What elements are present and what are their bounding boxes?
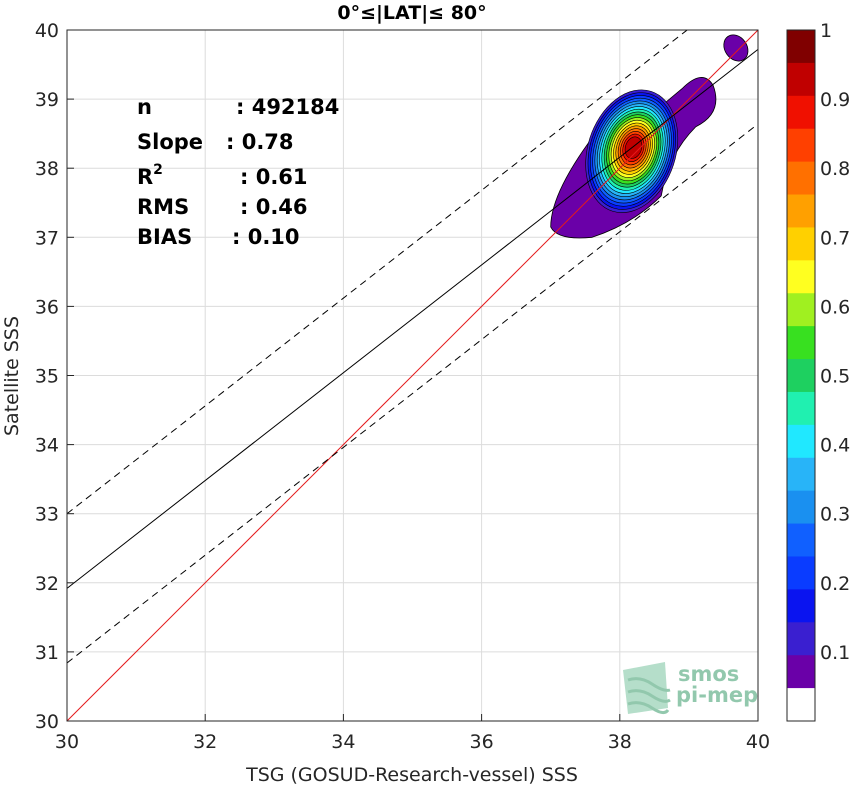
upper-bound-line bbox=[67, 30, 688, 515]
y-tick-label: 40 bbox=[35, 20, 59, 42]
stat-label-bias: BIAS bbox=[137, 225, 192, 249]
colorbar-tick-label: 0.6 bbox=[820, 296, 850, 318]
density-contours bbox=[550, 34, 749, 239]
y-tick-label: 35 bbox=[35, 366, 59, 388]
colorbar-tick-label: 1 bbox=[820, 20, 832, 42]
colorbar-segment bbox=[787, 326, 815, 360]
stat-value-r: : 0.61 bbox=[240, 165, 308, 189]
x-axis-label: TSG (GOSUD-Research-vessel) SSS bbox=[245, 764, 578, 786]
colorbar-tick-label: 0.4 bbox=[820, 435, 850, 457]
stats-box: n : 492184 Slope : 0.78 R2 : 0.61 RMS : 0.46 BIA… bbox=[137, 95, 339, 249]
y-tick-label: 33 bbox=[35, 504, 59, 526]
stat-label-r: R2 bbox=[137, 162, 163, 189]
colorbar-segment bbox=[787, 622, 815, 656]
colorbar-segment bbox=[787, 490, 815, 525]
colorbar-tick-label: 0.5 bbox=[820, 366, 850, 388]
y-tick-label: 34 bbox=[35, 435, 59, 457]
logo-wave-icon bbox=[623, 662, 671, 715]
x-tick-label: 34 bbox=[331, 731, 355, 753]
colorbar-segment bbox=[787, 227, 815, 261]
contour-island bbox=[723, 34, 749, 62]
colorbar-segment bbox=[787, 30, 815, 64]
colorbar-segment bbox=[787, 161, 815, 196]
logo-text-smos: smos bbox=[678, 662, 739, 686]
colorbar-segment bbox=[787, 655, 815, 689]
reference-lines bbox=[67, 30, 758, 721]
y-tick-label: 31 bbox=[35, 642, 59, 664]
colorbar-segment bbox=[787, 260, 815, 294]
stat-label-slope: Slope bbox=[137, 130, 203, 154]
colorbar-segment bbox=[787, 359, 815, 393]
smos-pi-mep-logo: smos pi-mep bbox=[623, 662, 758, 715]
colorbar-segment bbox=[787, 523, 815, 557]
x-tick-label: 32 bbox=[193, 731, 217, 753]
stat-value-n: : 492184 bbox=[236, 95, 339, 119]
x-tick-label: 30 bbox=[55, 731, 79, 753]
x-tick-label: 40 bbox=[746, 731, 770, 753]
colorbar-tick-label: 0.1 bbox=[820, 642, 850, 664]
x-tick-label: 38 bbox=[608, 731, 632, 753]
colorbar-segment bbox=[787, 688, 815, 722]
stat-value-rms: : 0.46 bbox=[240, 195, 308, 219]
logo-text-pimep: pi-mep bbox=[676, 683, 758, 707]
y-tick-label: 38 bbox=[35, 158, 59, 180]
colorbar-tick-label: 0.3 bbox=[820, 504, 850, 526]
colorbar-segment bbox=[787, 589, 815, 623]
y-ticks: 30 31 32 33 34 35 36 37 38 39 40 bbox=[35, 20, 74, 733]
y-axis-label: Satellite SSS bbox=[1, 316, 23, 436]
stat-label-n: n bbox=[137, 95, 152, 119]
colorbar-segment bbox=[787, 95, 815, 130]
stat-label-rms: RMS bbox=[137, 195, 189, 219]
colorbar-frame bbox=[786, 29, 816, 722]
colorbar: 0.1 0.2 0.3 0.4 0.5 0.6 0.7 0.8 0.9 1 bbox=[786, 20, 850, 722]
colorbar-tick-label: 0.7 bbox=[820, 227, 850, 249]
colorbar-segment bbox=[787, 128, 815, 163]
identity-line bbox=[67, 30, 758, 721]
y-tick-label: 37 bbox=[35, 227, 59, 249]
colorbar-segment bbox=[787, 194, 815, 228]
colorbar-segment bbox=[787, 62, 815, 97]
colorbar-segment bbox=[787, 556, 815, 590]
y-tick-label: 32 bbox=[35, 573, 59, 595]
chart-title: 0°≤|LAT|≤ 80° bbox=[337, 2, 486, 24]
lower-bound-line bbox=[67, 123, 758, 664]
colorbar-segment bbox=[787, 424, 815, 459]
colorbar-tick-label: 0.2 bbox=[820, 573, 850, 595]
x-tick-label: 36 bbox=[470, 731, 494, 753]
colorbar-segment bbox=[787, 391, 815, 426]
colorbar-segment bbox=[787, 457, 815, 492]
x-ticks: 30 32 34 36 38 40 bbox=[55, 714, 770, 753]
y-tick-label: 39 bbox=[35, 89, 59, 111]
y-tick-label: 30 bbox=[35, 711, 59, 733]
colorbar-segment bbox=[787, 293, 815, 327]
regression-line bbox=[67, 48, 758, 589]
y-tick-label: 36 bbox=[35, 296, 59, 318]
stat-value-bias: : 0.10 bbox=[232, 225, 300, 249]
stat-value-slope: : 0.78 bbox=[226, 130, 294, 154]
colorbar-tick-label: 0.9 bbox=[820, 89, 850, 111]
colorbar-tick-label: 0.8 bbox=[820, 158, 850, 180]
